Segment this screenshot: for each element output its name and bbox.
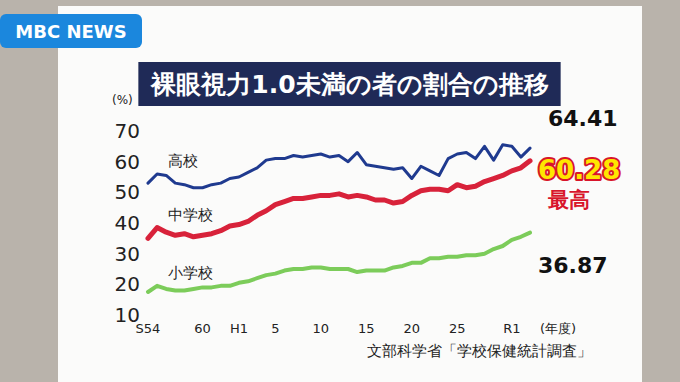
value-label: 36.87: [538, 253, 608, 278]
value-label-highlight: 60.28: [538, 155, 620, 185]
value-label: 64.41: [548, 106, 618, 131]
y-tick-label: 50: [115, 180, 140, 204]
series-line: [148, 161, 530, 239]
x-tick: [238, 317, 239, 319]
source: 文部科学省「学校保健統計調査」: [367, 342, 592, 360]
chart-root: MBC NEWS 裸眼視力1.0未満の者の割合の推移 10 20 30 40 50 60 70 (…: [0, 0, 680, 382]
x-tick: [202, 317, 203, 319]
logo-text: MBC NEWS: [15, 21, 126, 42]
logo-badge: [0, 14, 142, 48]
plot-lines: [148, 145, 530, 292]
x-tick-label: 25: [449, 321, 466, 336]
y-axis-title: (%): [112, 93, 133, 107]
x-tick-label: 20: [403, 321, 420, 336]
x-tick: [275, 317, 276, 319]
x-tick-label: H1: [230, 321, 248, 336]
board: [58, 6, 642, 382]
series-line: [148, 233, 530, 292]
y-tick-label: 60: [115, 150, 140, 174]
title-box: [138, 62, 560, 106]
annotation: 最高: [547, 188, 590, 212]
y-tick-label: 40: [115, 211, 140, 235]
x-tick: [411, 317, 412, 319]
x-tick: [366, 317, 367, 319]
y-tick-label: 30: [115, 242, 140, 266]
x-tick: [148, 317, 149, 319]
y-tick: [142, 161, 145, 162]
y-tick: [142, 192, 145, 193]
y-tick: [142, 315, 145, 316]
x-tick-label: 60: [194, 321, 211, 336]
title: 裸眼視力1.0未満の者の割合の推移: [150, 70, 548, 99]
x-tick: [511, 317, 512, 319]
series-label: 小学校: [168, 264, 213, 282]
series-line: [148, 145, 530, 188]
y-tick: [142, 253, 145, 254]
y-tick: [142, 284, 145, 285]
series-label: 中学校: [168, 206, 213, 224]
y-tick: [142, 131, 145, 132]
y-tick: [142, 223, 145, 224]
y-tick-label: 20: [115, 272, 140, 296]
x-axis-title: (年度): [540, 321, 576, 336]
x-tick-label: R1: [503, 321, 520, 336]
x-tick: [457, 317, 458, 319]
x-tick-label: 10: [313, 321, 330, 336]
series-label: 高校: [168, 152, 198, 170]
x-tick-label: 5: [271, 321, 279, 336]
x-tick-label: 15: [358, 321, 375, 336]
x-tick-label: S54: [136, 321, 161, 336]
y-tick-label: 70: [115, 119, 140, 143]
x-tick: [320, 317, 321, 319]
